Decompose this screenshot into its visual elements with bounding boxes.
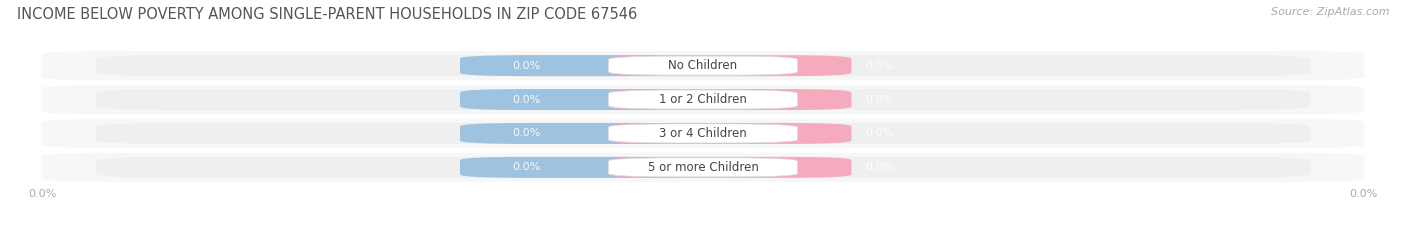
- Text: 0.0%: 0.0%: [865, 61, 893, 71]
- Text: 5 or more Children: 5 or more Children: [648, 161, 758, 174]
- FancyBboxPatch shape: [609, 90, 797, 109]
- Text: 0.0%: 0.0%: [513, 61, 541, 71]
- Text: 0.0%: 0.0%: [513, 162, 541, 172]
- FancyBboxPatch shape: [609, 123, 852, 144]
- Text: No Children: No Children: [668, 59, 738, 72]
- Text: 3 or 4 Children: 3 or 4 Children: [659, 127, 747, 140]
- Text: 0.0%: 0.0%: [513, 128, 541, 138]
- FancyBboxPatch shape: [460, 55, 703, 76]
- Text: 0.0%: 0.0%: [1350, 189, 1378, 199]
- Text: 0.0%: 0.0%: [865, 162, 893, 172]
- FancyBboxPatch shape: [460, 157, 703, 178]
- FancyBboxPatch shape: [42, 85, 1364, 114]
- FancyBboxPatch shape: [42, 153, 1364, 182]
- FancyBboxPatch shape: [96, 123, 1310, 144]
- Text: 0.0%: 0.0%: [865, 128, 893, 138]
- Text: 0.0%: 0.0%: [865, 95, 893, 105]
- FancyBboxPatch shape: [609, 56, 797, 75]
- Text: Source: ZipAtlas.com: Source: ZipAtlas.com: [1271, 7, 1389, 17]
- FancyBboxPatch shape: [42, 51, 1364, 80]
- FancyBboxPatch shape: [96, 89, 1310, 110]
- FancyBboxPatch shape: [609, 157, 852, 178]
- FancyBboxPatch shape: [96, 55, 1310, 76]
- Text: 0.0%: 0.0%: [28, 189, 56, 199]
- FancyBboxPatch shape: [460, 89, 703, 110]
- Text: INCOME BELOW POVERTY AMONG SINGLE-PARENT HOUSEHOLDS IN ZIP CODE 67546: INCOME BELOW POVERTY AMONG SINGLE-PARENT…: [17, 7, 637, 22]
- FancyBboxPatch shape: [609, 158, 797, 177]
- FancyBboxPatch shape: [42, 119, 1364, 148]
- FancyBboxPatch shape: [609, 89, 852, 110]
- Text: 0.0%: 0.0%: [513, 95, 541, 105]
- FancyBboxPatch shape: [609, 124, 797, 143]
- FancyBboxPatch shape: [96, 157, 1310, 178]
- FancyBboxPatch shape: [609, 55, 852, 76]
- FancyBboxPatch shape: [460, 123, 703, 144]
- Text: 1 or 2 Children: 1 or 2 Children: [659, 93, 747, 106]
